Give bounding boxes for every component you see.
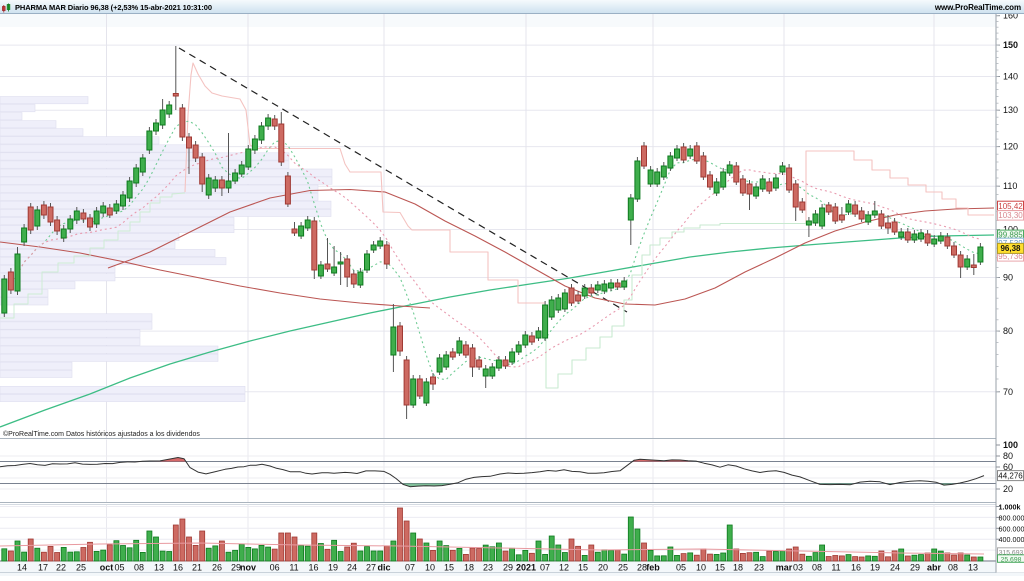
svg-text:03: 03 [793, 563, 803, 573]
svg-text:13: 13 [154, 563, 164, 573]
svg-text:07: 07 [540, 563, 550, 573]
svg-text:400.000: 400.000 [999, 535, 1024, 544]
svg-text:12: 12 [559, 563, 569, 573]
svg-text:24: 24 [890, 563, 900, 573]
svg-text:25.698: 25.698 [1001, 556, 1022, 563]
svg-text:140: 140 [1003, 72, 1018, 82]
svg-text:105,42: 105,42 [998, 202, 1023, 211]
svg-text:110: 110 [1003, 181, 1017, 191]
svg-text:130: 130 [1003, 105, 1018, 115]
svg-text:29: 29 [910, 563, 920, 573]
svg-text:10: 10 [425, 563, 435, 573]
svg-text:70: 70 [1003, 387, 1013, 397]
svg-text:mar: mar [776, 563, 793, 573]
svg-text:29: 29 [503, 563, 513, 573]
svg-text:05: 05 [676, 563, 686, 573]
svg-text:90: 90 [1003, 273, 1013, 283]
svg-text:103,30: 103,30 [998, 211, 1023, 220]
svg-text:nov: nov [240, 563, 256, 573]
svg-text:16: 16 [851, 563, 861, 573]
svg-text:05: 05 [114, 563, 124, 573]
svg-text:2021: 2021 [516, 563, 536, 573]
svg-text:11: 11 [831, 563, 840, 573]
svg-text:20: 20 [1003, 484, 1013, 494]
svg-text:13: 13 [968, 563, 978, 573]
svg-text:oct: oct [100, 563, 114, 573]
svg-text:25: 25 [618, 563, 628, 573]
svg-text:16: 16 [308, 563, 318, 573]
svg-text:©ProRealTime.com: ©ProRealTime.com [3, 430, 64, 438]
svg-text:19: 19 [870, 563, 880, 573]
svg-text:96,38: 96,38 [1000, 244, 1021, 253]
svg-text:Datos históricos ajustados a l: Datos históricos ajustados a los dividen… [66, 431, 200, 438]
svg-text:abr: abr [927, 563, 942, 573]
svg-text:17: 17 [38, 563, 48, 573]
svg-text:15: 15 [715, 563, 725, 573]
svg-text:25: 25 [76, 563, 86, 573]
svg-text:18: 18 [733, 563, 743, 573]
svg-text:19: 19 [328, 563, 338, 573]
svg-text:20: 20 [598, 563, 608, 573]
svg-text:23: 23 [483, 563, 493, 573]
svg-text:08: 08 [812, 563, 822, 573]
svg-text:80: 80 [1003, 326, 1013, 336]
svg-text:80: 80 [1003, 451, 1013, 461]
svg-text:22: 22 [56, 563, 66, 573]
svg-text:14: 14 [17, 563, 27, 573]
svg-text:15: 15 [578, 563, 588, 573]
svg-text:11: 11 [289, 563, 298, 573]
svg-text:44,276: 44,276 [998, 471, 1023, 480]
svg-text:08: 08 [948, 563, 958, 573]
svg-text:06: 06 [270, 563, 280, 573]
svg-text:1.000k: 1.000k [999, 503, 1021, 512]
svg-text:27: 27 [366, 563, 376, 573]
svg-text:feb: feb [646, 563, 660, 573]
svg-text:150: 150 [1003, 40, 1018, 50]
svg-text:10: 10 [696, 563, 706, 573]
svg-text:800.000: 800.000 [999, 513, 1024, 522]
svg-text:dic: dic [377, 563, 390, 573]
svg-text:07: 07 [405, 563, 415, 573]
svg-text:600.000: 600.000 [999, 524, 1024, 533]
svg-text:26: 26 [212, 563, 222, 573]
svg-text:18: 18 [464, 563, 474, 573]
svg-text:120: 120 [1003, 142, 1018, 152]
svg-text:24: 24 [347, 563, 357, 573]
svg-text:100: 100 [1003, 440, 1018, 450]
svg-text:08: 08 [134, 563, 144, 573]
svg-text:15: 15 [444, 563, 454, 573]
svg-text:23: 23 [754, 563, 764, 573]
svg-text:21: 21 [192, 563, 202, 573]
svg-text:16: 16 [173, 563, 183, 573]
